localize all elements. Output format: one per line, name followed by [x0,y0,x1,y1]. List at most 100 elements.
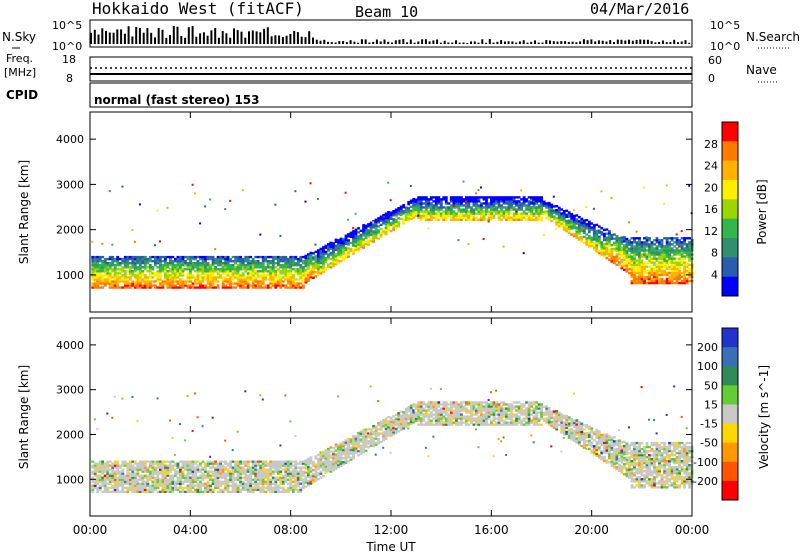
echo-cell [422,198,426,201]
echo-cell [432,401,436,404]
echo-cell [603,232,606,236]
noise-bar [424,39,427,44]
echo-cell [572,235,576,238]
echo-cell [369,231,373,235]
echo-cell [289,274,293,277]
echo-cell [557,208,561,212]
echo-cell [239,266,243,269]
echo-cell [555,221,559,224]
echo-cell [520,202,524,205]
echo-cell [665,253,669,256]
echo-cell [294,480,298,483]
freq-panel-frame [89,56,693,82]
echo-cell [296,270,300,273]
echo-cell [221,468,225,471]
echo-cell [439,212,443,215]
echo-cell [587,230,591,234]
echo-cell [347,441,350,445]
echo-cell [623,248,626,251]
echo-cell [600,253,604,256]
echo-cell [281,490,285,494]
echo-cell [302,460,305,463]
echo-cell [154,480,157,483]
echo-cell [495,196,498,199]
echo-cell [186,266,190,269]
echo-cell [638,241,641,244]
echo-cell [515,204,519,207]
echo-cell [309,468,313,471]
echo-cell [309,276,313,279]
echo-cell [138,278,142,281]
echo-cell [575,230,579,233]
echo-cell [407,418,411,421]
echo-cell [379,233,383,237]
echo-cell [530,198,534,201]
echo-cell [241,286,245,289]
noise-bar [575,42,578,44]
echo-cell [93,268,97,271]
echo-cell [409,422,413,426]
echo-cell [98,488,102,492]
echo-cell [216,257,220,261]
echo-cell [204,270,207,273]
echo-cell [189,255,192,259]
echo-cell [111,468,115,471]
echo-cell [111,255,115,259]
echo-cell [507,198,511,201]
echo-cell [206,490,210,494]
echo-cell [389,418,393,421]
echo-cell [302,272,305,275]
echo-cell [532,218,536,221]
echo-cell [189,268,192,271]
echo-cell [138,270,142,273]
echo-cell [392,222,396,225]
echo-cell [249,266,253,269]
echo-cell [512,200,516,203]
echo-cell [291,286,295,289]
echo-cell [191,257,195,261]
echo-cell [171,482,175,485]
echo-cell [296,257,300,261]
echo-cell [357,442,360,445]
echo-cell [224,268,228,271]
echo-cell [98,470,102,473]
echo-cell [249,470,253,473]
noise-bar [624,40,627,44]
echo-cell [141,266,145,269]
echo-cell [236,257,240,261]
echo-cell [261,257,265,261]
echo-cell [495,208,498,211]
echo-cell [103,474,107,477]
echo-cell [412,210,416,213]
echo-cell [377,400,380,403]
echo-cell [507,216,511,219]
echo-cell [131,476,135,479]
echo-cell [174,482,177,485]
echo-cell [148,280,152,283]
echo-cell [312,256,315,259]
echo-cell [562,214,566,217]
echo-cell [251,468,255,471]
echo-cell [229,480,233,483]
echo-cell [164,476,167,479]
echo-cell [179,468,182,471]
echo-cell [179,474,182,477]
echo-cell [407,209,411,212]
echo-cell [284,257,288,261]
echo-cell [211,286,215,289]
echo-cell [131,262,135,265]
echo-cell [229,274,233,277]
echo-cell [254,464,258,467]
noise-bar [345,42,348,44]
echo-cell [465,198,468,201]
echo-cell [106,412,109,415]
echo-cell [274,257,278,261]
echo-cell [111,490,115,494]
echo-cell [610,248,614,251]
noise-right-tick-low: 10^0 [710,40,740,53]
echo-cell [294,462,298,465]
echo-cell [226,490,230,494]
echo-cell [585,239,589,242]
echo-cell [274,460,278,463]
echo-cell [462,210,466,213]
